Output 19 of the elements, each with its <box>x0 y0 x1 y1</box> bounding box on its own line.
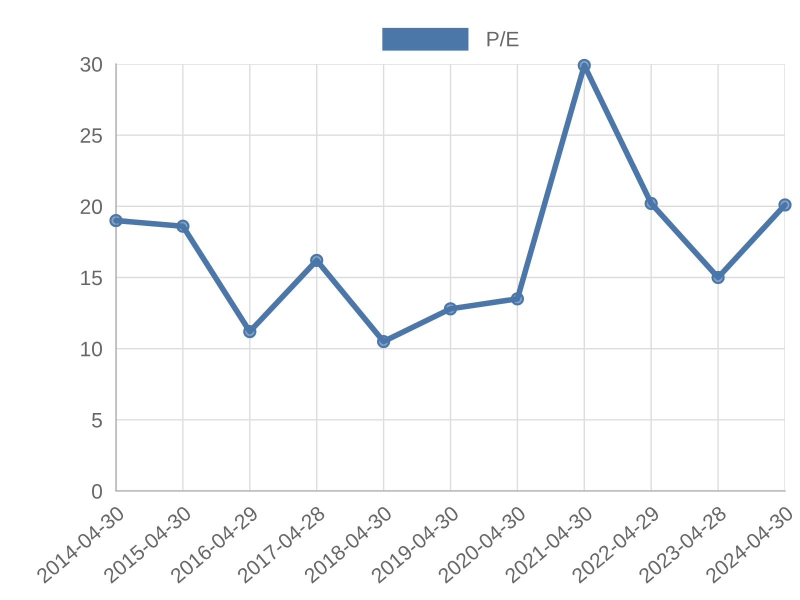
y-tick-label: 15 <box>81 270 102 286</box>
point <box>510 292 524 306</box>
point <box>644 196 658 210</box>
y-tick-label: 25 <box>80 128 102 143</box>
point <box>109 214 123 228</box>
y-tick-label: 10 <box>81 342 102 356</box>
y-tick-label: 20 <box>80 199 102 214</box>
point <box>243 324 256 338</box>
y-tick-label: 30 <box>80 57 102 72</box>
point <box>377 334 390 348</box>
y-tick-label: 5 <box>92 413 102 428</box>
point <box>778 198 792 212</box>
point <box>712 270 725 284</box>
point <box>310 254 324 268</box>
y-tick-label: 0 <box>92 484 102 499</box>
point <box>176 220 190 233</box>
point <box>444 302 458 316</box>
point <box>578 58 591 72</box>
legend-label: P/E <box>488 31 518 46</box>
